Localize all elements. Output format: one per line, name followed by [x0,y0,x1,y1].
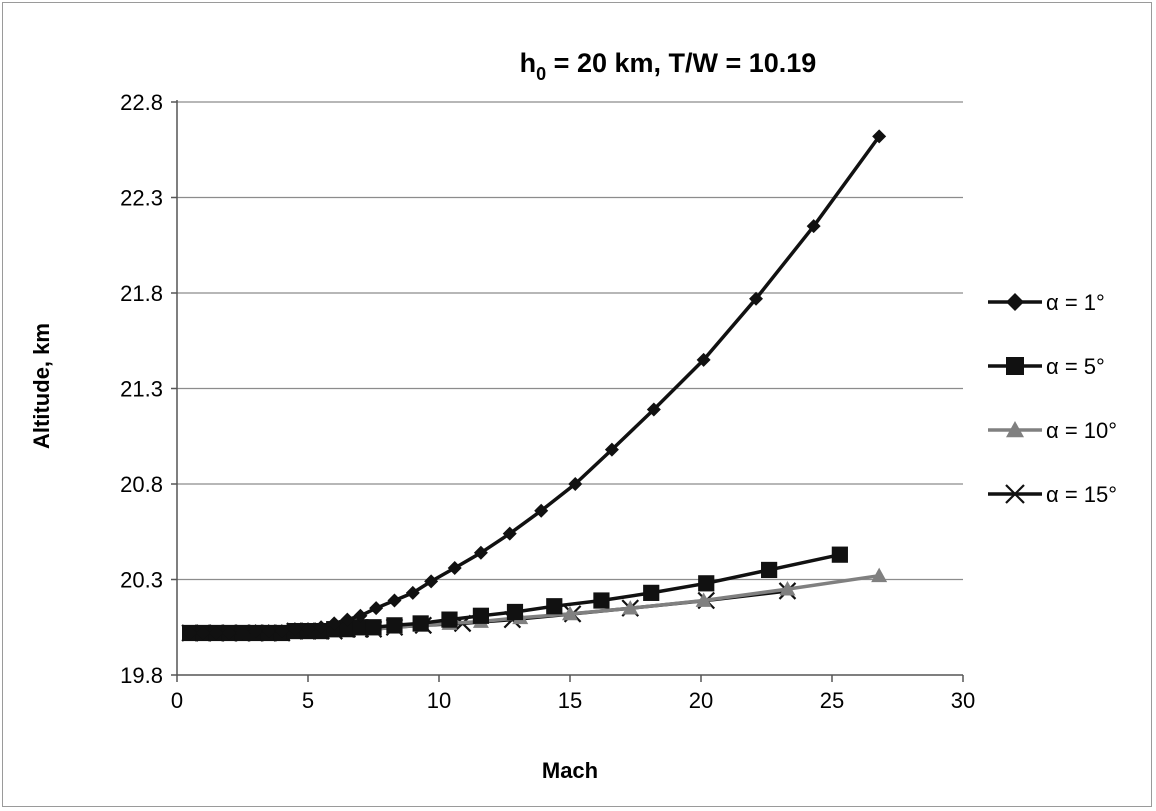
data-point-square [365,619,382,636]
data-point-triangle [1006,421,1024,438]
legend-entry: α = 15° [988,482,1117,507]
data-point-diamond [473,545,488,560]
data-point-diamond [183,625,198,640]
data-point-square [412,615,429,632]
data-point-triangle [562,605,578,621]
data-point-diamond [806,219,821,234]
data-point-diamond [314,620,329,635]
data-point-square [386,617,403,634]
axes [171,100,964,682]
data-point-square [643,584,660,601]
data-point-square [1006,357,1024,375]
legend-entry: α = 10° [988,418,1117,443]
data-point-triangle [622,600,639,615]
data-point-diamond [568,477,583,491]
data-point-x [1005,484,1025,504]
data-point-diamond [301,622,315,637]
x-tick-label: 5 [302,688,314,713]
series-line [188,134,881,635]
data-point-square [546,598,563,615]
data-point-diamond [261,624,276,639]
x-tick-label: 25 [820,688,844,713]
data-point-diamond [369,601,384,616]
y-tick-label: 21.8 [120,281,163,306]
data-point-diamond [447,561,462,576]
data-point-diamond [222,625,237,640]
legend-entry: α = 5° [988,354,1105,379]
legend-label: α = 5° [1046,354,1105,379]
legend-entry: α = 1° [988,290,1105,315]
y-tick-label: 21.3 [120,377,163,402]
data-point-square [339,621,356,638]
x-tick-label: 10 [427,688,451,713]
data-point-diamond [327,616,342,631]
y-tick-label: 19.8 [120,663,163,688]
y-tick-label: 20.8 [120,472,163,497]
tick-labels: 0 5 10 15 20 25 30 19.8 20.3 20.8 21.3 21.8 22.3 22.8 [120,90,975,713]
data-point-square [761,561,778,579]
data-point-diamond [872,129,887,144]
data-point-diamond [196,625,211,640]
data-point-diamond [248,624,263,639]
data-point-diamond [274,624,289,639]
data-point-diamond [209,625,224,640]
x-tick-label: 0 [171,688,183,713]
data-point-diamond [502,526,517,541]
chart-title: h0 = 20 km, T/W = 10.19 [520,48,817,84]
x-tick-label: 30 [951,688,975,713]
series-layer [181,129,888,642]
data-point-diamond [424,574,439,589]
data-point-diamond [749,291,764,306]
y-tick-label: 22.3 [120,186,163,211]
data-point-diamond [646,402,661,417]
data-point-diamond [235,625,250,640]
legend-label: α = 15° [1046,482,1117,507]
legend: α = 1° α = 5° α = 10° α = 15° [988,290,1117,507]
data-point-square [506,603,524,621]
gridlines [177,101,963,581]
data-point-triangle [871,567,888,583]
data-point-diamond [604,442,619,457]
data-point-diamond [696,352,711,367]
data-point-diamond [1006,293,1024,311]
data-point-square [831,546,848,563]
data-point-square [698,575,715,592]
data-point-diamond [387,593,402,608]
data-point-diamond [287,622,302,637]
data-point-square [352,619,369,636]
data-point-diamond [405,585,420,600]
data-point-triangle [695,592,712,607]
data-point-triangle [779,581,796,596]
data-point-square [472,607,490,624]
legend-label: α = 1° [1046,290,1105,315]
data-point-square [593,592,610,609]
series-1 [183,129,887,640]
data-point-square [441,611,458,628]
y-tick-label: 22.8 [120,90,163,115]
y-axis-title: Altitude, km [29,323,54,449]
x-tick-label: 20 [689,688,713,713]
data-point-diamond [534,503,549,518]
data-point-diamond [340,612,355,627]
y-tick-label: 20.3 [120,568,163,593]
legend-label: α = 10° [1046,418,1117,443]
x-tick-label: 15 [558,688,582,713]
data-point-diamond [353,608,368,623]
x-axis-title: Mach [542,758,598,783]
